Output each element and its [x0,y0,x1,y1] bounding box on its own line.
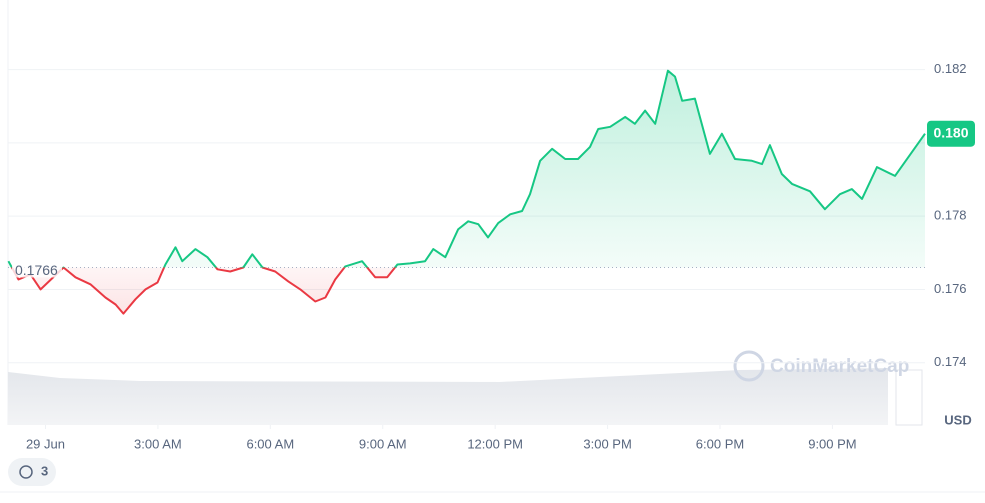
currency-label: USD [944,412,971,427]
y-tick-label: 0.174 [934,354,967,369]
x-tick-label: 3:00 PM [583,436,631,451]
watermark-text: CoinMarketCap [770,356,909,377]
x-tick-label: 12:00 PM [467,436,523,451]
y-tick-label: 0.178 [934,208,967,223]
price-tag [927,120,975,147]
price-line [7,69,926,315]
badge-count: 3 [41,463,48,478]
x-tick-label: 6:00 PM [696,436,744,451]
baseline-tag-bg [12,257,62,278]
volume-bar [895,369,923,426]
x-tick-label: 29 Jun [26,436,65,451]
y-tick-label: 0.176 [934,281,967,296]
x-tick-label: 9:00 AM [359,436,407,451]
x-tick-label: 6:00 AM [246,436,294,451]
watermark: CoinMarketCap [733,350,909,382]
baseline-label: 0.1766 [15,262,58,278]
badge-icon [19,465,33,479]
x-tick-label: 3:00 AM [134,436,182,451]
y-tick-label: 0.182 [934,61,967,76]
area [8,70,925,314]
volume-area [8,368,888,425]
price-tag-label: 0.180 [933,124,968,140]
x-tick-label: 9:00 PM [808,436,856,451]
